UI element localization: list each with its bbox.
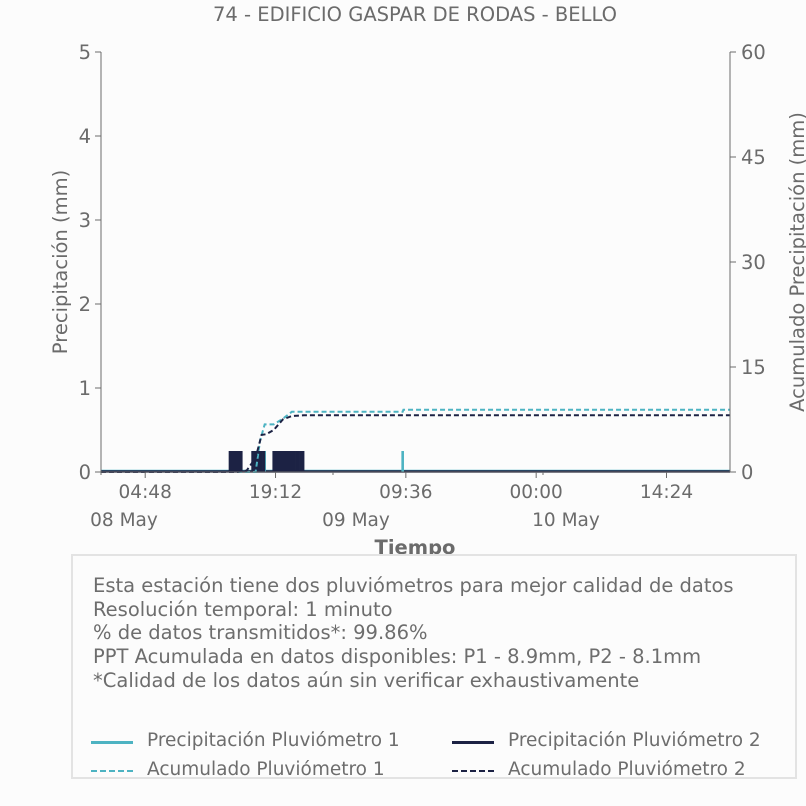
y-tick-label-left: 0 xyxy=(79,461,91,484)
x-tick-label: 09:36 xyxy=(379,482,432,503)
y-tick-label-right: 30 xyxy=(741,251,766,274)
legend-swatch xyxy=(91,770,133,772)
rain-chart: 74 - EDIFICIO GASPAR DE RODAS - BELLO 0 1… xyxy=(49,3,806,559)
legend-label: Precipitación Pluviómetro 1 xyxy=(147,730,400,751)
legend-label: Acumulado Pluviómetro 1 xyxy=(147,759,385,780)
cumulative-line xyxy=(101,414,730,473)
y-tick-label-left: 3 xyxy=(79,209,91,232)
y-tick-label-right: 45 xyxy=(741,146,766,169)
y-tick-label-left: 1 xyxy=(79,377,91,400)
y-tick-label-left: 5 xyxy=(79,41,91,64)
y-axis-label-left: Precipitación (mm) xyxy=(49,170,72,354)
legend-label: Precipitación Pluviómetro 2 xyxy=(508,730,761,751)
y-tick-label-left: 2 xyxy=(79,293,91,316)
y-tick-label-right: 15 xyxy=(741,356,766,379)
x-tick-label: 14:24 xyxy=(640,482,693,503)
info-box: Esta estación tiene dos pluviómetros par… xyxy=(71,554,797,780)
info-line: % de datos transmitidos*: 99.86% xyxy=(93,621,428,645)
legend-swatch xyxy=(452,770,494,772)
y-axis-label-right: Acumulado Precipitación (mm) xyxy=(786,112,806,412)
x-date-label: 08 May xyxy=(90,510,158,531)
legend-label: Acumulado Pluviómetro 2 xyxy=(508,759,746,780)
x-tick-label: 00:00 xyxy=(510,482,563,503)
y-tick-label-right: 60 xyxy=(741,41,766,64)
x-tick-label: 19:12 xyxy=(249,482,302,503)
chart-title: 74 - EDIFICIO GASPAR DE RODAS - BELLO xyxy=(213,3,617,26)
legend-swatch xyxy=(91,741,133,744)
info-text: Esta estación tiene dos pluviómetros par… xyxy=(93,574,734,693)
x-tick-label: 04:48 xyxy=(119,482,172,503)
x-axis-label: Tiempo xyxy=(375,536,456,559)
cumulative-line xyxy=(101,408,730,473)
info-line: PPT Acumulada en datos disponibles: P1 -… xyxy=(93,645,702,669)
info-line: Resolución temporal: 1 minuto xyxy=(93,597,393,621)
y-tick-label-left: 4 xyxy=(79,125,91,148)
info-line: Esta estación tiene dos pluviómetros par… xyxy=(93,574,734,597)
x-date-label: 10 May xyxy=(532,510,600,531)
x-date-label: 09 May xyxy=(322,510,390,531)
y-tick-label-right: 0 xyxy=(741,461,753,484)
legend-swatch xyxy=(452,741,494,744)
info-line: *Calidad de los datos aún sin verificar … xyxy=(93,668,640,692)
